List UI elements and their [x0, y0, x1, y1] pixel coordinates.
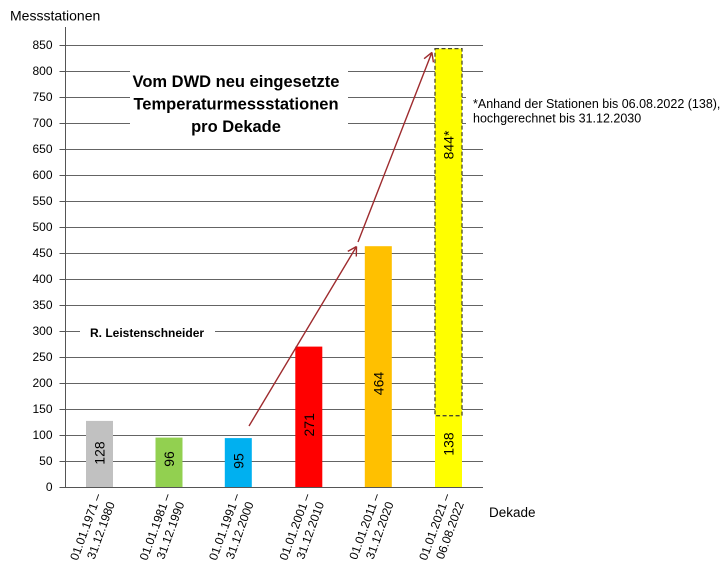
svg-text:271: 271	[301, 413, 317, 437]
svg-text:96: 96	[161, 451, 177, 467]
svg-text:pro Dekade: pro Dekade	[191, 118, 281, 136]
svg-text:Messstationen: Messstationen	[10, 8, 100, 24]
svg-text:95: 95	[230, 453, 246, 469]
svg-text:Dekade: Dekade	[489, 505, 536, 520]
svg-text:350: 350	[32, 298, 52, 312]
svg-text:800: 800	[32, 64, 52, 78]
svg-text:300: 300	[32, 324, 52, 338]
svg-text:200: 200	[32, 376, 52, 390]
svg-text:R. Leistenschneider: R. Leistenschneider	[90, 326, 204, 340]
svg-text:600: 600	[32, 168, 52, 182]
svg-text:hochgerechnet bis 31.12.2030: hochgerechnet bis 31.12.2030	[473, 112, 641, 126]
svg-text:150: 150	[32, 402, 52, 416]
svg-text:700: 700	[32, 116, 52, 130]
svg-text:450: 450	[32, 246, 52, 260]
svg-text:Temperaturmessstationen: Temperaturmessstationen	[133, 95, 338, 113]
svg-text:138: 138	[441, 432, 457, 456]
svg-text:*Anhand der Stationen bis 06.: *Anhand der Stationen bis 06.08.2022 (13…	[473, 97, 720, 111]
svg-text:650: 650	[32, 142, 52, 156]
svg-text:100: 100	[32, 428, 52, 442]
svg-text:550: 550	[32, 194, 52, 208]
svg-text:250: 250	[32, 350, 52, 364]
svg-text:750: 750	[32, 90, 52, 104]
svg-text:844*: 844*	[441, 130, 457, 159]
svg-text:128: 128	[92, 441, 108, 465]
svg-text:Vom DWD neu eingesetzte: Vom DWD neu eingesetzte	[133, 73, 340, 91]
svg-text:464: 464	[370, 372, 386, 396]
svg-text:0: 0	[46, 480, 53, 494]
svg-text:50: 50	[39, 454, 53, 468]
svg-text:500: 500	[32, 220, 52, 234]
svg-text:850: 850	[32, 38, 52, 52]
svg-text:400: 400	[32, 272, 52, 286]
